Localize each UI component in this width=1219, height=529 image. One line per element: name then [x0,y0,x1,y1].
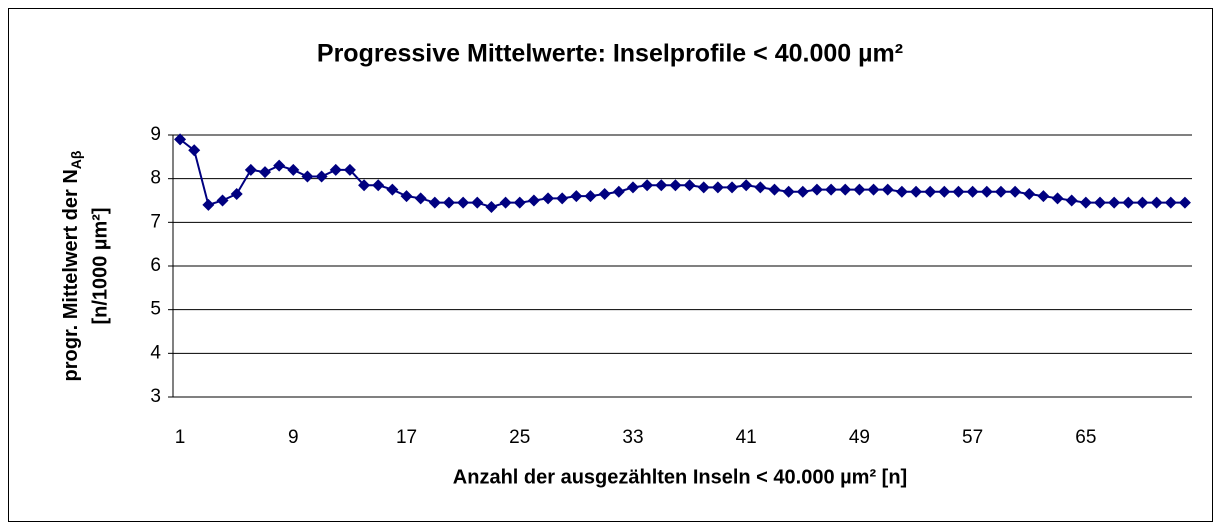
marker [655,179,668,192]
marker [867,183,880,196]
x-tick-label: 9 [288,427,299,448]
marker [980,185,993,198]
marker [1178,196,1191,209]
marker [994,185,1007,198]
marker [556,192,569,205]
y-tick-label: 8 [150,168,161,189]
marker [485,201,498,214]
marker [853,183,866,196]
x-tick-label: 25 [509,427,530,448]
y-tick-label: 6 [150,255,161,276]
y-tick-label: 3 [150,386,161,407]
x-tick-label: 65 [1075,427,1096,448]
marker [202,198,215,211]
marker [499,196,512,209]
marker [641,179,654,192]
marker [626,181,639,194]
marker [372,179,385,192]
marker [924,185,937,198]
marker [966,185,979,198]
marker [952,185,965,198]
x-tick-label: 41 [736,427,757,448]
marker [1009,185,1022,198]
marker [881,183,894,196]
marker [1079,196,1092,209]
marker [570,190,583,203]
marker [400,190,413,203]
marker [527,194,540,207]
marker [1136,196,1149,209]
y-tick-label: 5 [150,299,161,320]
chart-title: Progressive Mittelwerte: Inselprofile < … [317,40,903,68]
marker [287,163,300,176]
marker [768,183,781,196]
marker [825,183,838,196]
marker [386,183,399,196]
marker [1037,190,1050,203]
marker [598,187,611,200]
marker [895,185,908,198]
y-tick-label: 7 [150,211,161,232]
y-tick-label: 9 [150,124,161,145]
y-axis-label-subscript: Aβ [68,150,84,169]
marker [839,183,852,196]
marker [669,179,682,192]
marker [414,192,427,205]
marker [457,196,470,209]
marker [258,166,271,179]
y-axis-label-text: progr. Mittelwert der N [60,169,82,381]
marker [329,163,342,176]
marker [442,196,455,209]
y-tick-label: 4 [150,342,161,363]
marker [542,192,555,205]
marker [513,196,526,209]
marker [216,194,229,207]
marker [726,181,739,194]
marker [471,196,484,209]
marker [910,185,923,198]
marker [273,159,286,172]
x-tick-label: 1 [175,427,186,448]
marker [188,144,201,157]
x-tick-label: 57 [962,427,983,448]
marker [244,163,257,176]
marker [315,170,328,183]
marker [697,181,710,194]
marker [1108,196,1121,209]
marker [174,133,187,146]
x-tick-label: 33 [622,427,643,448]
marker [428,196,441,209]
y-axis-label: progr. Mittelwert der NAβ [60,150,83,381]
marker [683,179,696,192]
marker [230,187,243,200]
chart-frame [8,8,1213,522]
marker [301,170,314,183]
marker [754,181,767,194]
marker [612,185,625,198]
x-tick-label: 17 [396,427,417,448]
marker [358,179,371,192]
marker [782,185,795,198]
marker [938,185,951,198]
marker [1094,196,1107,209]
marker [1065,194,1078,207]
marker [1023,187,1036,200]
marker [343,163,356,176]
marker [1051,192,1064,205]
marker [1164,196,1177,209]
marker [711,181,724,194]
marker [796,185,809,198]
y-axis-label-line2: [n/1000 µm²] [89,207,111,324]
marker [1150,196,1163,209]
x-axis-label: Anzahl der ausgezählten Inseln < 40.000 … [453,466,907,488]
marker [584,190,597,203]
marker [810,183,823,196]
marker [1122,196,1135,209]
x-tick-label: 49 [849,427,870,448]
marker [740,179,753,192]
